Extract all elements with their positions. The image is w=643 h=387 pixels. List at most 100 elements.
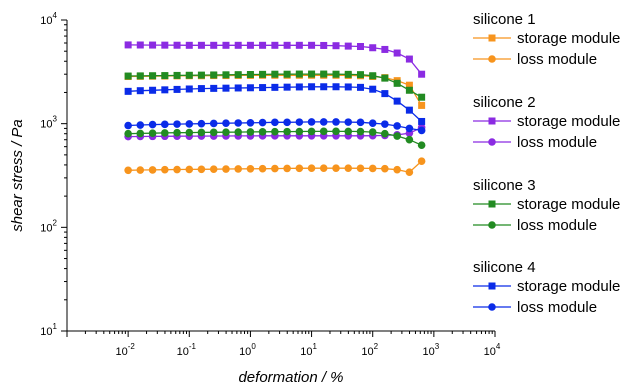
data-point bbox=[356, 71, 364, 79]
data-point bbox=[308, 70, 316, 78]
data-point bbox=[246, 71, 254, 79]
data-point bbox=[295, 83, 303, 91]
series-3-storage bbox=[124, 70, 426, 101]
data-point bbox=[405, 168, 414, 177]
data-point bbox=[405, 106, 413, 114]
data-point bbox=[271, 127, 279, 136]
y-tick-label: 101 bbox=[40, 322, 57, 338]
data-point bbox=[332, 70, 340, 78]
data-point bbox=[295, 41, 303, 49]
data-point bbox=[332, 118, 340, 126]
data-point bbox=[283, 83, 291, 91]
data-point bbox=[319, 118, 328, 126]
data-point bbox=[258, 164, 267, 173]
data-point bbox=[417, 126, 426, 135]
data-point bbox=[369, 72, 377, 80]
data-point bbox=[381, 45, 389, 53]
data-point bbox=[136, 129, 145, 138]
data-point bbox=[344, 118, 353, 126]
data-point bbox=[222, 165, 230, 173]
legend-group-title: silicone 1 bbox=[473, 11, 536, 28]
series-1-loss bbox=[124, 157, 426, 177]
data-point bbox=[368, 164, 377, 173]
y-tick-label: 103 bbox=[40, 115, 57, 131]
data-point bbox=[381, 90, 389, 98]
legend-marker bbox=[488, 117, 496, 125]
data-point bbox=[271, 83, 279, 91]
series-line bbox=[128, 44, 423, 75]
data-point bbox=[197, 71, 205, 79]
series-4-loss bbox=[124, 118, 426, 135]
data-point bbox=[356, 127, 365, 136]
data-point bbox=[418, 70, 426, 78]
data-point bbox=[185, 85, 193, 93]
data-point bbox=[209, 165, 218, 173]
legend-group-2: silicone 2 storage module loss module bbox=[473, 94, 620, 151]
data-point bbox=[210, 84, 218, 92]
data-point bbox=[209, 119, 218, 128]
data-point bbox=[185, 41, 193, 49]
data-point bbox=[295, 164, 304, 173]
data-point bbox=[417, 141, 426, 149]
series-line bbox=[128, 86, 423, 122]
data-point bbox=[344, 70, 352, 78]
data-point bbox=[332, 127, 340, 136]
data-point bbox=[136, 72, 144, 80]
data-point bbox=[197, 128, 206, 137]
data-point bbox=[271, 41, 279, 49]
data-point bbox=[209, 128, 218, 137]
data-point bbox=[308, 41, 316, 49]
data-point bbox=[234, 84, 242, 92]
data-point bbox=[161, 120, 169, 129]
legend-marker bbox=[488, 138, 496, 146]
data-point bbox=[234, 165, 243, 173]
data-point bbox=[161, 165, 169, 174]
legend-item-label: storage module bbox=[517, 30, 620, 47]
data-point bbox=[161, 72, 169, 80]
x-tick-label: 103 bbox=[423, 342, 440, 358]
legend-item-label: loss module bbox=[517, 299, 597, 316]
data-point bbox=[381, 129, 389, 138]
data-point bbox=[319, 164, 328, 172]
data-point bbox=[259, 41, 267, 49]
x-tick-label: 10-1 bbox=[177, 342, 197, 358]
data-point bbox=[222, 84, 230, 92]
legend-item-label: storage module bbox=[517, 278, 620, 295]
data-point bbox=[368, 119, 377, 128]
data-point bbox=[405, 86, 413, 94]
data-point bbox=[271, 118, 279, 127]
legend-group-4: silicone 4 storage module loss module bbox=[473, 259, 620, 316]
data-point bbox=[417, 157, 426, 165]
x-tick-label: 102 bbox=[361, 342, 378, 358]
data-point bbox=[136, 166, 145, 174]
data-point bbox=[356, 164, 365, 173]
legend-marker bbox=[488, 282, 496, 290]
data-point bbox=[271, 70, 279, 78]
data-point bbox=[246, 118, 255, 127]
data-point bbox=[173, 120, 181, 128]
data-point bbox=[283, 41, 291, 49]
data-point bbox=[136, 121, 145, 129]
data-point bbox=[234, 119, 243, 127]
data-point bbox=[258, 118, 267, 127]
data-point bbox=[149, 41, 157, 49]
data-point bbox=[405, 124, 414, 133]
data-point bbox=[381, 74, 389, 82]
data-point bbox=[149, 86, 157, 94]
data-point bbox=[393, 132, 401, 140]
data-point bbox=[344, 42, 352, 50]
data-point bbox=[124, 121, 132, 130]
legend-marker bbox=[488, 303, 496, 311]
data-point bbox=[136, 87, 144, 95]
data-point bbox=[173, 128, 181, 137]
data-point bbox=[234, 41, 242, 49]
data-point bbox=[295, 70, 303, 78]
series-3-loss bbox=[124, 127, 426, 149]
legend-group-title: silicone 4 bbox=[473, 259, 536, 276]
data-point bbox=[369, 85, 377, 93]
data-point bbox=[369, 44, 377, 52]
data-point bbox=[246, 164, 255, 173]
data-point bbox=[356, 118, 365, 127]
data-point bbox=[393, 122, 401, 130]
data-point bbox=[246, 41, 254, 49]
